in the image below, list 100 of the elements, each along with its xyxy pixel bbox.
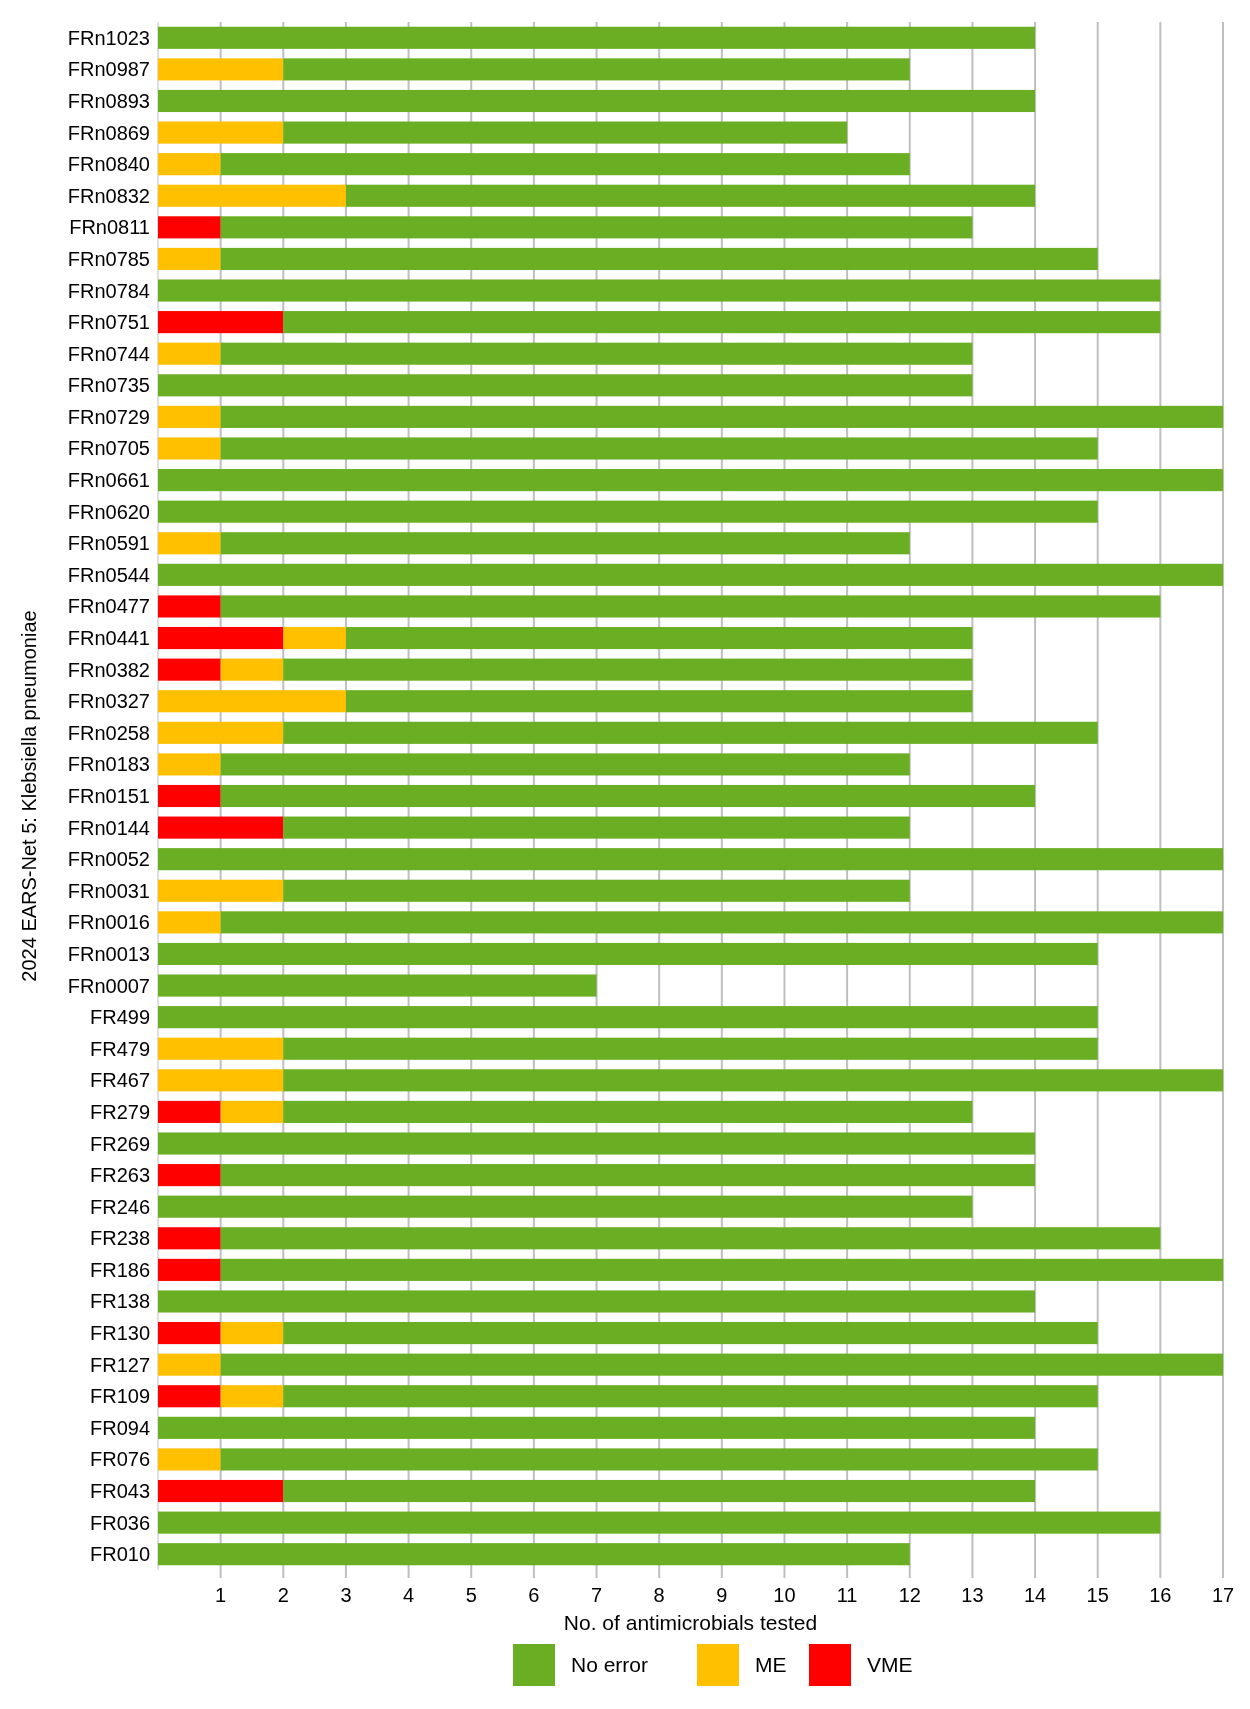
y-tick-label: FRn0016 [67, 911, 150, 934]
bar [220, 784, 1036, 808]
bar [158, 1385, 221, 1408]
y-tick-label: FRn0735 [67, 374, 150, 397]
bar [158, 1164, 221, 1187]
bar [158, 405, 221, 428]
bar [158, 1258, 221, 1281]
x-tick-label: 2 [277, 1584, 289, 1606]
y-tick-label: FRn0382 [67, 658, 150, 681]
bar [158, 1290, 1036, 1313]
bar [158, 374, 973, 397]
bar [220, 1164, 1036, 1187]
y-tick-label: FR263 [89, 1164, 150, 1187]
bar [158, 26, 1036, 49]
y-tick-label: FR269 [89, 1132, 150, 1155]
y-tick-label: FRn0441 [67, 627, 150, 650]
bar [158, 342, 221, 365]
y-tick-label: FR036 [89, 1511, 150, 1534]
y-tick-label: FR279 [89, 1100, 150, 1123]
bar [283, 311, 1161, 334]
bar [158, 121, 284, 144]
bar [220, 1258, 1223, 1281]
bar [283, 1322, 1098, 1345]
y-tick-label: FRn0785 [67, 247, 150, 270]
bar [283, 1069, 1223, 1092]
legend-label: ME [755, 1653, 787, 1676]
bar [283, 121, 848, 144]
y-tick-label: FR479 [89, 1037, 150, 1060]
bar [158, 1322, 221, 1345]
bar [220, 1322, 284, 1345]
bar [158, 563, 1223, 586]
x-tick-label: 13 [961, 1584, 984, 1606]
bar [345, 690, 973, 713]
y-tick-label: FR109 [89, 1385, 150, 1408]
bar [158, 1100, 221, 1123]
bar [158, 626, 284, 650]
legend-label: No error [571, 1653, 649, 1676]
y-tick-label: FRn0258 [67, 721, 150, 744]
bar [220, 595, 1161, 618]
y-tick-label: FR499 [89, 1006, 150, 1029]
bar [158, 1227, 221, 1250]
y-tick-label: FRn0840 [67, 153, 150, 176]
bar [158, 721, 284, 744]
x-tick-label: 17 [1211, 1584, 1235, 1606]
y-tick-label: FRn0327 [67, 690, 150, 713]
y-tick-label: FRn0705 [67, 437, 150, 460]
bar [158, 658, 221, 681]
bar [158, 848, 1223, 871]
bar [158, 216, 221, 239]
bar [283, 658, 973, 681]
bar [283, 879, 910, 902]
y-tick-label: FRn0744 [67, 342, 150, 365]
bar [345, 184, 1036, 207]
y-tick-label: FRn0052 [67, 848, 150, 871]
bar [158, 1448, 221, 1471]
x-tick-label: 7 [590, 1584, 603, 1606]
bar [220, 1100, 284, 1123]
y-tick-label: FRn0544 [67, 563, 150, 586]
bar [158, 1353, 221, 1376]
bar [158, 753, 221, 776]
bar [220, 1227, 1161, 1250]
y-tick-label: FRn0661 [67, 469, 150, 492]
bar [158, 1511, 1161, 1534]
bar [158, 816, 284, 839]
bar [283, 1100, 973, 1123]
y-tick-label: FR138 [89, 1290, 150, 1313]
y-tick-label: FR246 [89, 1195, 150, 1218]
bar [220, 753, 910, 776]
x-tick-label: 14 [1023, 1584, 1047, 1606]
y-tick-label: FR130 [89, 1322, 150, 1345]
bar [158, 690, 346, 713]
bar [158, 1479, 284, 1503]
bar [158, 595, 221, 618]
bar [220, 437, 1098, 460]
y-tick-label: FRn0987 [67, 58, 150, 81]
bar [158, 942, 1098, 966]
bar [158, 1132, 1036, 1155]
y-tick-label: FR127 [89, 1353, 150, 1376]
y-tick-label: FRn0183 [67, 753, 150, 776]
y-tick-label: FR238 [89, 1227, 150, 1250]
y-tick-label: FRn0477 [67, 595, 150, 618]
y-tick-label: FRn0869 [67, 121, 150, 144]
bar [158, 89, 1036, 113]
x-tick-label: 4 [403, 1584, 415, 1606]
x-tick-label: 15 [1086, 1584, 1109, 1606]
bar [220, 532, 910, 555]
y-tick-label: FR094 [89, 1416, 150, 1439]
bar [158, 1006, 1098, 1029]
y-tick-label: FRn0729 [67, 405, 150, 428]
bar [283, 1479, 1036, 1503]
x-tick-label: 6 [528, 1584, 540, 1606]
bar [158, 1416, 1036, 1439]
x-tick-label: 3 [340, 1584, 352, 1606]
bar [158, 184, 346, 207]
bar [283, 816, 910, 839]
y-tick-label: FRn0144 [67, 816, 150, 839]
bar [158, 500, 1098, 523]
bar [158, 532, 221, 555]
bar [158, 437, 221, 460]
x-tick-label: 5 [465, 1584, 477, 1606]
